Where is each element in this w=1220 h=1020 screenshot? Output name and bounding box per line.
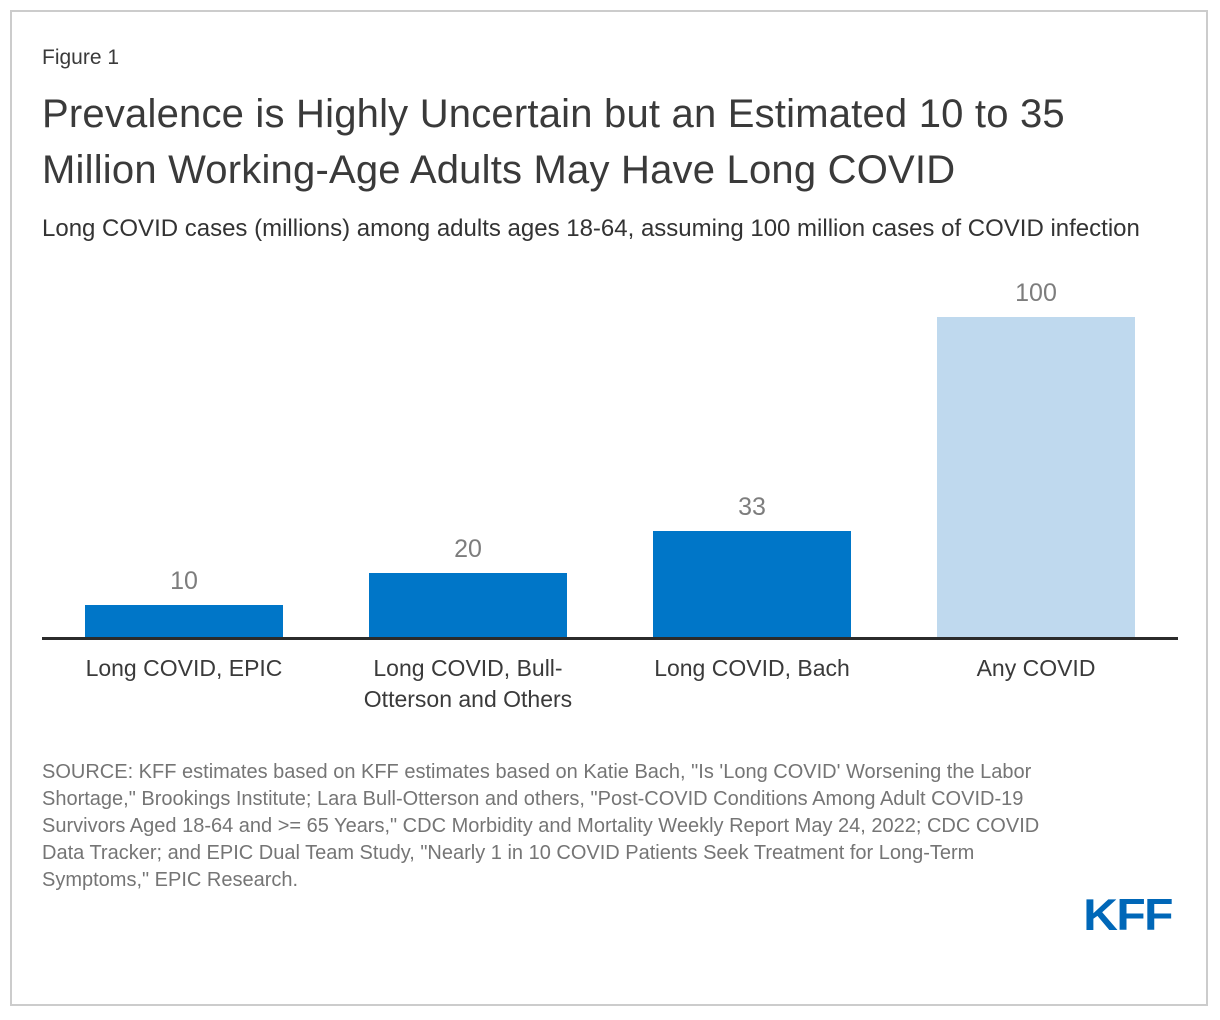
bar-value-label: 10 <box>170 567 198 595</box>
x-axis-label: Long COVID, EPIC <box>85 655 283 681</box>
bar <box>937 317 1135 637</box>
bar <box>85 605 283 637</box>
bar-value-label: 20 <box>454 535 482 563</box>
bar-column: 20 <box>326 274 610 637</box>
chart-plot-area: 10 20 33 100 <box>42 274 1178 640</box>
bar-column: 33 <box>610 274 894 637</box>
bar-column: 100 <box>894 274 1178 637</box>
bar <box>369 573 567 637</box>
figure-content: Figure 1 Prevalence is Highly Uncertain … <box>12 12 1206 1004</box>
kff-logo: KFF <box>1083 891 1173 940</box>
x-axis-label: Long COVID, Bach <box>654 655 850 681</box>
x-axis-label: Any COVID <box>976 655 1096 681</box>
bar-value-label: 33 <box>738 493 766 521</box>
bar <box>653 531 851 637</box>
bar-value-label: 100 <box>1015 279 1057 307</box>
figure-number-label: Figure 1 <box>42 46 120 69</box>
source-note: SOURCE: KFF estimates based on KFF estim… <box>42 761 1040 891</box>
figure-card: Figure 1 Prevalence is Highly Uncertain … <box>10 10 1208 1006</box>
x-axis-label: Long COVID, Bull-Otterson and Others <box>363 655 573 712</box>
bar-chart: 10 20 33 100 Long COVID, EPIC Long COVID, Bu… <box>42 274 1178 715</box>
chart-subtitle: Long COVID cases (millions) among adults… <box>42 215 1140 242</box>
bar-column: 10 <box>42 274 326 637</box>
x-axis-labels-row: Long COVID, EPIC Long COVID, Bull-Otterso… <box>42 653 1178 715</box>
chart-title: Prevalence is Highly Uncertain but an Es… <box>42 92 1065 192</box>
